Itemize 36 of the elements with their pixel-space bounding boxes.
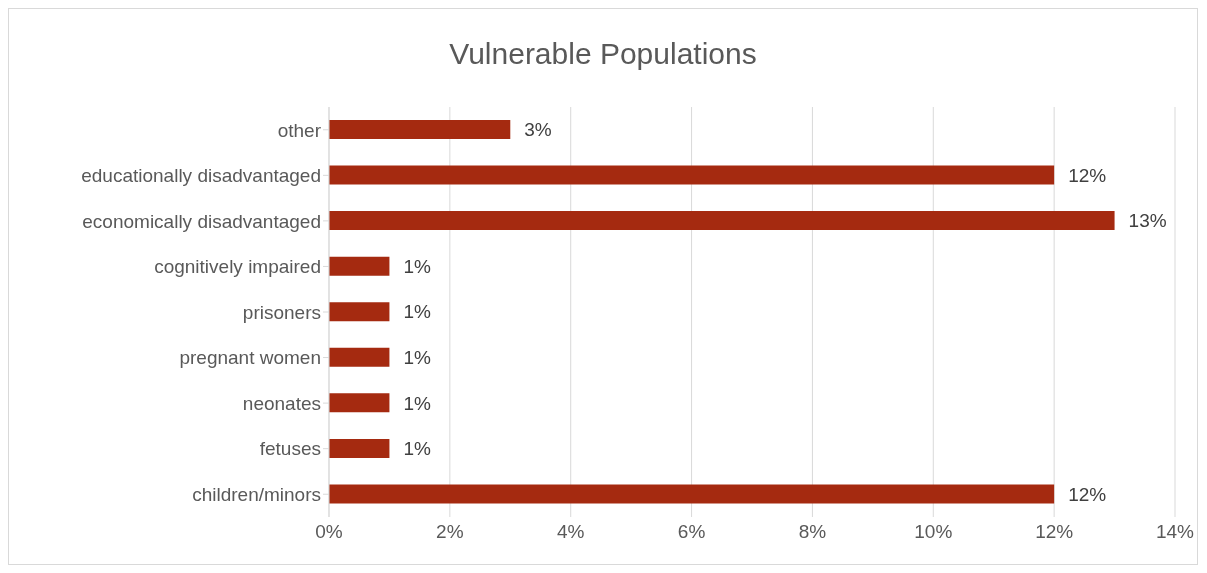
x-tick-label: 4% — [556, 521, 585, 543]
y-tick-label: cognitively impaired — [154, 256, 321, 278]
bar — [329, 211, 1115, 231]
x-tick-label: 12% — [1035, 521, 1074, 543]
bar — [329, 256, 390, 276]
y-tick-label: prisoners — [242, 301, 321, 323]
data-label: 12% — [1068, 164, 1107, 186]
x-tick-label: 14% — [1155, 521, 1195, 543]
y-tick-label: other — [277, 119, 322, 141]
bar — [329, 484, 1055, 504]
data-label: 1% — [403, 392, 431, 414]
data-label: 12% — [1068, 483, 1107, 505]
bar — [329, 165, 1055, 185]
bar — [329, 438, 390, 458]
data-label: 13% — [1128, 210, 1167, 232]
y-tick-label: neonates — [242, 392, 321, 414]
x-tick-label: 10% — [914, 521, 953, 543]
bar — [329, 393, 390, 413]
x-tick-label: 6% — [677, 521, 706, 543]
y-tick-label: pregnant women — [179, 347, 321, 369]
data-label: 1% — [403, 347, 431, 369]
data-label: 1% — [403, 438, 431, 460]
data-label: 1% — [403, 255, 431, 277]
bar — [329, 347, 390, 367]
chart-title: Vulnerable Populations — [448, 36, 758, 72]
x-tick-label: 0% — [315, 521, 343, 543]
y-tick-label: economically disadvantaged — [82, 210, 321, 232]
data-label: 3% — [524, 119, 552, 141]
data-label: 1% — [403, 301, 431, 323]
bar — [329, 302, 390, 322]
y-tick-label: educationally disadvantaged — [81, 165, 321, 187]
bar — [329, 120, 511, 139]
x-tick-label: 2% — [436, 521, 464, 543]
y-tick-label: children/minors — [192, 483, 321, 505]
y-tick-label: fetuses — [259, 438, 321, 460]
x-tick-label: 8% — [798, 521, 827, 543]
